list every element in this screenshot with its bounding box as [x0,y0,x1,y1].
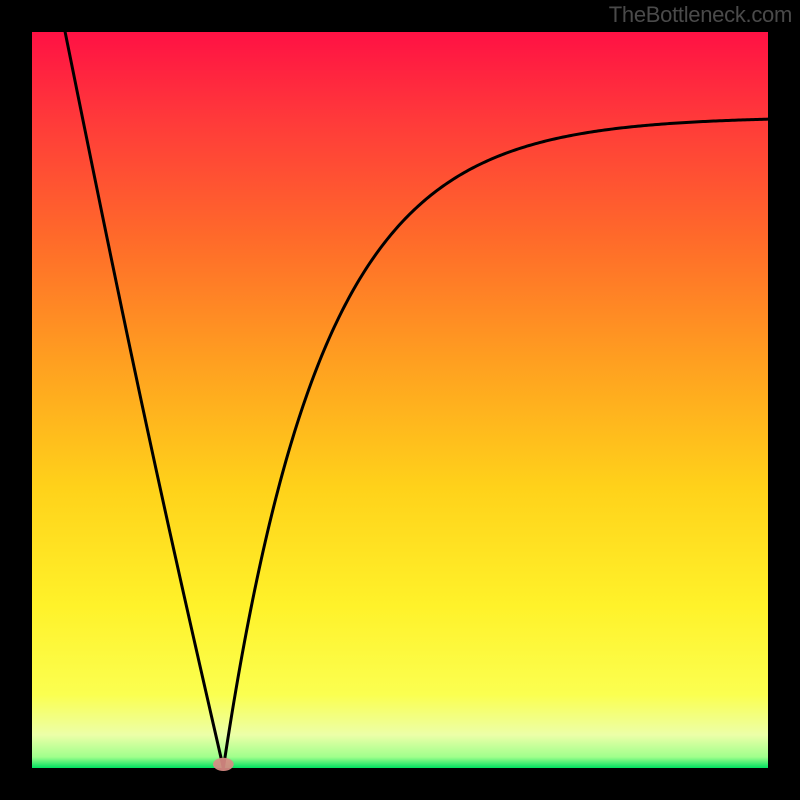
bottleneck-chart [0,0,800,800]
watermark-text: TheBottleneck.com [609,2,792,28]
chart-container: TheBottleneck.com [0,0,800,800]
optimal-point-marker [213,758,234,771]
